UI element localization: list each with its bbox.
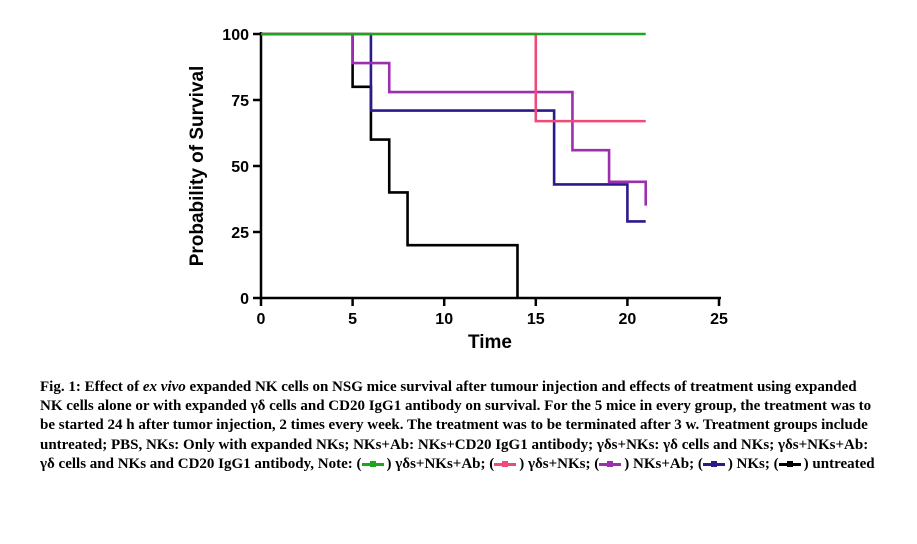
legend-label-2: ) γδs+NKs; ( [519, 456, 599, 472]
legend-glyph-2 [494, 459, 516, 469]
figure-caption: Fig. 1: Effect of ex vivo expanded NK ce… [40, 378, 877, 474]
caption-italic: ex vivo [143, 379, 186, 395]
legend-glyph-3 [599, 459, 621, 469]
survival-chart: 0 25 50 75 100 0 5 10 15 20 25 Time Probability of S… [179, 20, 739, 360]
legend-glyph-5 [779, 459, 801, 469]
legend-glyph-1 [362, 459, 384, 469]
svg-text:25: 25 [231, 225, 249, 242]
chart-svg: 0 25 50 75 100 0 5 10 15 20 25 Time Probability of S… [179, 20, 739, 350]
figure-container: 0 25 50 75 100 0 5 10 15 20 25 Time Probability of S… [0, 0, 917, 544]
svg-text:75: 75 [231, 93, 249, 110]
svg-text:15: 15 [526, 311, 544, 328]
svg-text:Time: Time [467, 332, 511, 350]
legend-label-3: ) NKs+Ab; ( [624, 456, 703, 472]
legend-glyph-4 [703, 459, 725, 469]
legend-marker-icon [711, 461, 717, 467]
legend-marker-icon [502, 461, 508, 467]
svg-text:100: 100 [222, 27, 249, 44]
caption-figlabel: Fig. 1: Effect of [40, 379, 143, 395]
svg-text:20: 20 [618, 311, 636, 328]
legend-marker-icon [787, 461, 793, 467]
svg-text:0: 0 [240, 291, 249, 308]
svg-text:5: 5 [348, 311, 357, 328]
svg-text:25: 25 [710, 311, 728, 328]
svg-text:0: 0 [256, 311, 265, 328]
legend-label-5: ) untreated [804, 456, 875, 472]
svg-text:10: 10 [435, 311, 453, 328]
legend-marker-icon [607, 461, 613, 467]
legend-marker-icon [370, 461, 376, 467]
svg-text:50: 50 [231, 159, 249, 176]
legend-label-1: ) γδs+NKs+Ab; ( [387, 456, 495, 472]
svg-text:Probability of Survival: Probability of Survival [187, 66, 208, 267]
legend-label-4: ) NKs; ( [728, 456, 779, 472]
